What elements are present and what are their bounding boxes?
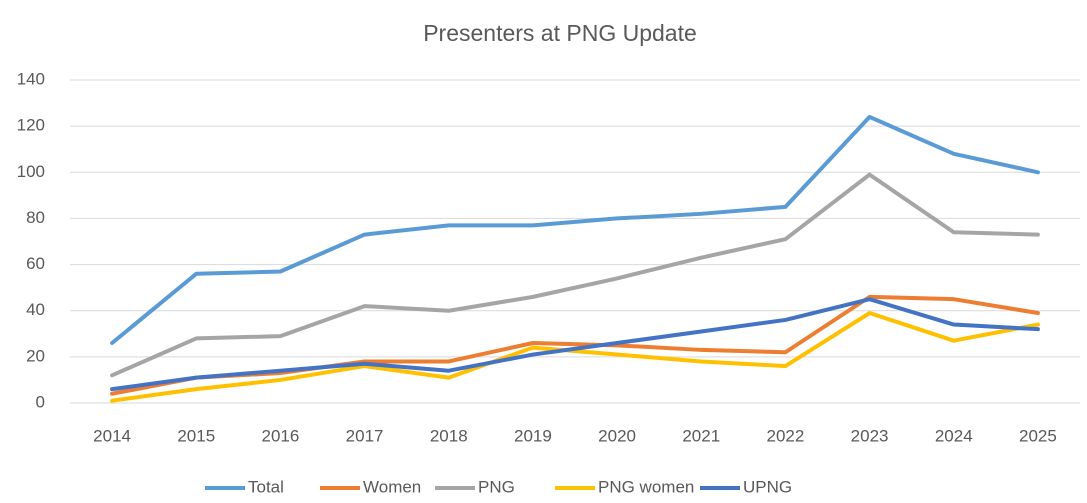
x-tick-label: 2022 xyxy=(767,426,805,445)
series-line xyxy=(110,172,1040,378)
x-tick-label: 2018 xyxy=(430,426,468,445)
series-line xyxy=(110,294,1040,396)
y-tick-label: 100 xyxy=(17,162,45,181)
y-tick-label: 140 xyxy=(17,69,45,88)
legend-label: Total xyxy=(248,477,284,496)
x-tick-label: 2017 xyxy=(346,426,384,445)
y-tick-label: 60 xyxy=(26,254,45,273)
y-tick-label: 40 xyxy=(26,300,45,319)
legend-label: UPNG xyxy=(743,477,792,496)
legend-label: PNG women xyxy=(598,477,694,496)
x-tick-label: 2015 xyxy=(177,426,215,445)
y-tick-label: 0 xyxy=(36,392,45,411)
x-tick-label: 2019 xyxy=(514,426,552,445)
series-line xyxy=(110,311,1040,403)
y-tick-label: 20 xyxy=(26,346,45,365)
legend-label: PNG xyxy=(478,477,515,496)
x-tick-label: 2020 xyxy=(598,426,636,445)
y-tick-label: 80 xyxy=(26,208,45,227)
x-tick-label: 2014 xyxy=(93,426,131,445)
series-line xyxy=(110,297,1040,392)
chart-title: Presenters at PNG Update xyxy=(423,20,697,46)
x-tick-label: 2021 xyxy=(682,426,720,445)
y-tick-label: 120 xyxy=(17,116,45,135)
legend-label: Women xyxy=(363,477,421,496)
series-line xyxy=(110,114,1040,346)
x-tick-label: 2023 xyxy=(851,426,889,445)
x-tick-label: 2024 xyxy=(935,426,973,445)
x-tick-label: 2025 xyxy=(1019,426,1057,445)
x-tick-label: 2016 xyxy=(262,426,300,445)
